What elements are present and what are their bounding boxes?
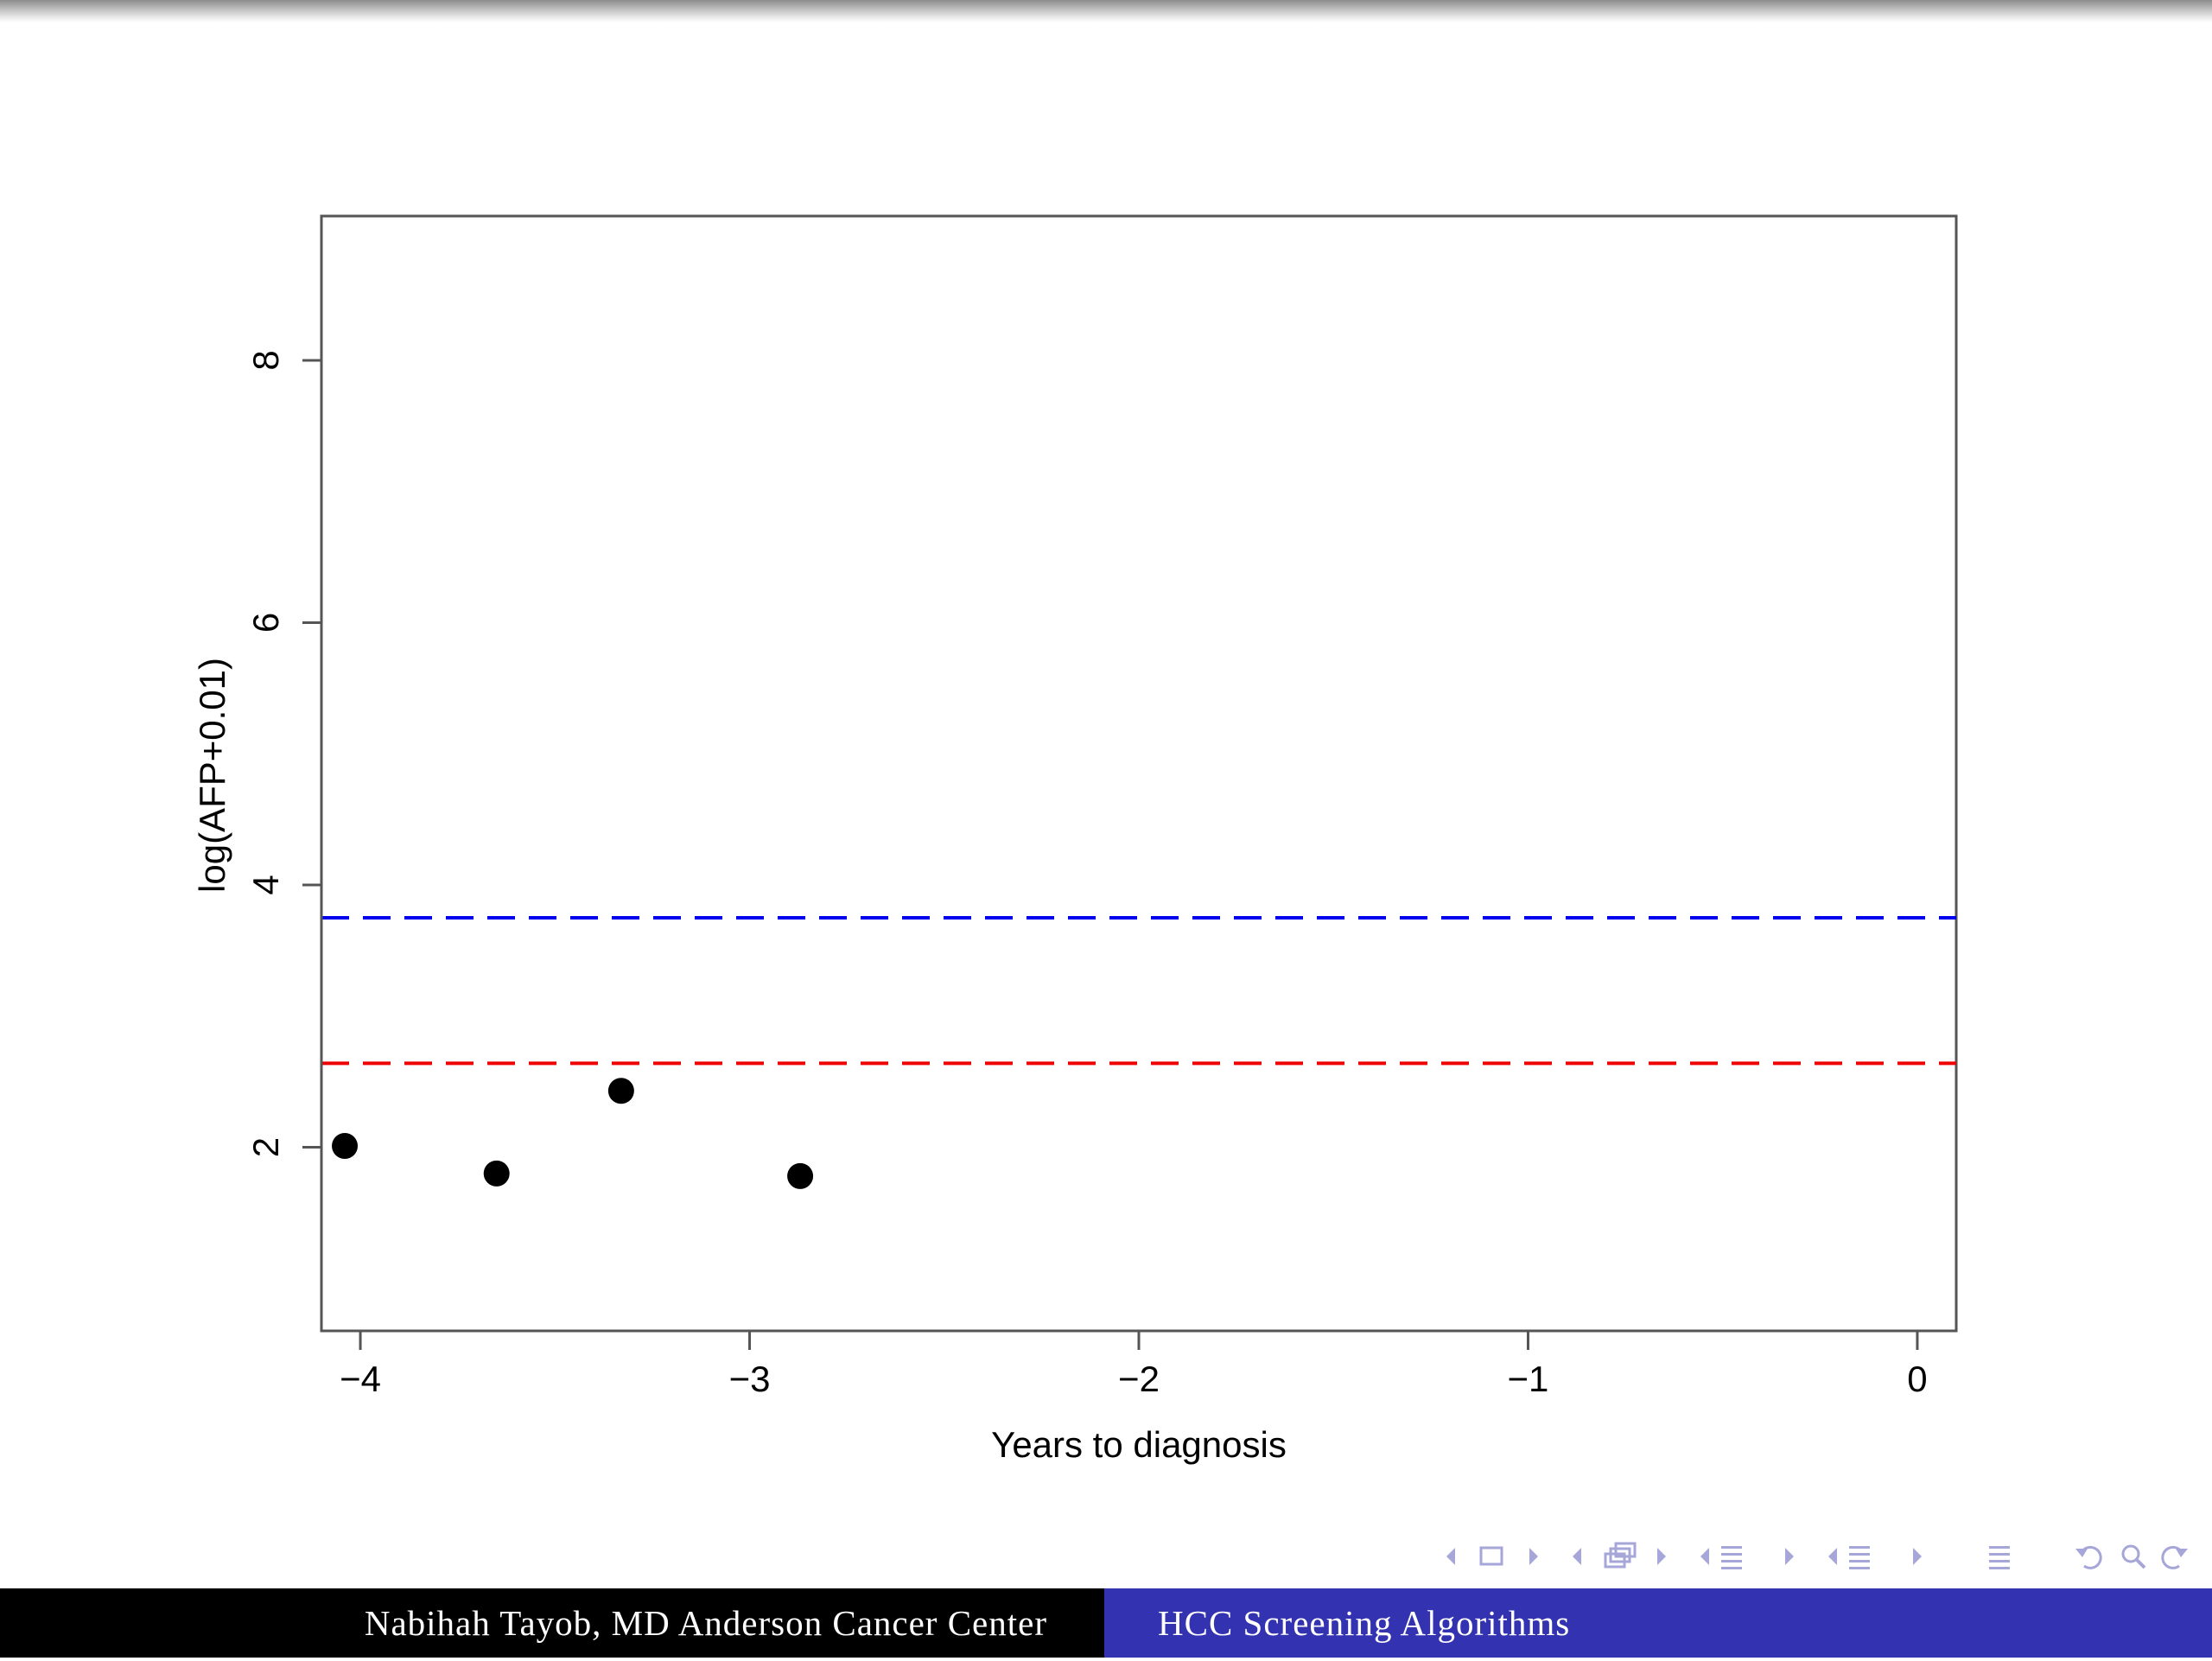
y-axis-label: log(AFP+0.01) <box>192 658 232 893</box>
y-tick-label: 6 <box>245 613 286 633</box>
data-point-2 <box>483 1160 510 1187</box>
plot-area-frame <box>320 214 1958 1333</box>
nav-prev-subsection-icon[interactable] <box>1573 1548 1581 1565</box>
nav-undo-icon[interactable] <box>2075 1545 2102 1569</box>
slide-top-gradient-bar <box>0 0 2212 22</box>
footer-title-panel: HCC Screening Algorithms <box>1104 1588 2212 1658</box>
footer-author: Nabihah Tayob, MD Anderson Cancer Center <box>364 1603 1047 1643</box>
nav-prev-frame-icon[interactable] <box>1446 1548 1455 1565</box>
nav-prev-presentation-icon[interactable] <box>1828 1548 1837 1565</box>
x-tick-label: −3 <box>729 1359 771 1399</box>
data-point-4 <box>787 1162 814 1189</box>
data-point-1 <box>332 1133 359 1160</box>
y-tick-label: 8 <box>245 350 286 370</box>
footer-author-panel: Nabihah Tayob, MD Anderson Cancer Center <box>0 1588 1104 1658</box>
nav-align-icon[interactable] <box>1989 1546 2010 1569</box>
slide-footer: Nabihah Tayob, MD Anderson Cancer Center… <box>0 1588 2212 1658</box>
beamer-navigation-symbols <box>1434 1535 2195 1578</box>
nav-next-presentation-icon[interactable] <box>1913 1548 1922 1565</box>
nav-next-frame-icon[interactable] <box>1529 1548 1538 1565</box>
navigation-icons-svg <box>1446 1542 2188 1569</box>
y-tick-label: 4 <box>245 875 286 894</box>
x-tick-label: −4 <box>340 1359 381 1399</box>
x-tick-label: 0 <box>1907 1359 1927 1399</box>
footer-title: HCC Screening Algorithms <box>1158 1603 1571 1643</box>
nav-prev-section-icon[interactable] <box>1700 1548 1709 1565</box>
nav-presentation-icon[interactable] <box>1849 1546 1870 1569</box>
nav-subsection-icon[interactable] <box>1604 1542 1637 1569</box>
nav-next-section-icon[interactable] <box>1785 1548 1794 1565</box>
nav-next-subsection-icon[interactable] <box>1657 1548 1666 1565</box>
nav-frame-icon[interactable] <box>1479 1546 1503 1566</box>
nav-redo-icon[interactable] <box>2161 1545 2188 1569</box>
x-axis-label: Years to diagnosis <box>991 1424 1287 1465</box>
scatter-chart: −4 −3 −2 −1 0 2 4 6 8 Years to diagnosis log(AF… <box>192 214 1958 1465</box>
nav-search-icon[interactable] <box>2121 1544 2146 1569</box>
data-point-3 <box>607 1078 634 1104</box>
x-tick-label: −1 <box>1508 1359 1549 1399</box>
y-tick-label: 2 <box>245 1137 286 1157</box>
x-tick-label: −2 <box>1118 1359 1160 1399</box>
nav-section-icon[interactable] <box>1721 1546 1742 1569</box>
